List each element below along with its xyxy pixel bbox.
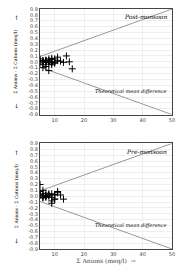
svg-text:20: 20 <box>81 251 87 257</box>
svg-text:↑: ↑ <box>14 14 19 21</box>
svg-text:0.5: 0.5 <box>30 164 38 170</box>
svg-text:0.9: 0.9 <box>30 6 38 12</box>
svg-text:Theoretical mean difference: Theoretical mean difference <box>95 88 167 95</box>
svg-text:↓: ↓ <box>14 102 19 109</box>
svg-text:0.1: 0.1 <box>30 53 38 59</box>
svg-text:-0.5: -0.5 <box>28 88 38 94</box>
svg-text:Σ Anions (meq/l) →: Σ Anions (meq/l) → <box>76 257 135 265</box>
svg-text:0.1: 0.1 <box>30 187 38 193</box>
svg-text:-0.7: -0.7 <box>28 234 38 240</box>
svg-text:0.9: 0.9 <box>30 140 38 146</box>
svg-text:-0.6: -0.6 <box>28 94 38 100</box>
svg-text:Post-monsoon: Post-monsoon <box>124 13 167 20</box>
svg-text:50: 50 <box>169 251 175 257</box>
svg-text:0.4: 0.4 <box>30 169 38 175</box>
svg-text:0.2: 0.2 <box>30 181 38 187</box>
svg-text:0.5: 0.5 <box>30 29 38 35</box>
svg-text:-0.5: -0.5 <box>28 222 38 228</box>
svg-text:10: 10 <box>51 251 57 257</box>
svg-text:-0.8: -0.8 <box>28 240 38 246</box>
svg-text:40: 40 <box>139 251 145 257</box>
svg-text:-0.2: -0.2 <box>28 205 38 211</box>
svg-text:-0.4: -0.4 <box>28 82 38 88</box>
svg-text:Σ Anions - Σ Cations (meq/l): Σ Anions - Σ Cations (meq/l) <box>14 164 19 228</box>
svg-text:↓: ↓ <box>14 237 19 244</box>
svg-text:0.0: 0.0 <box>30 193 38 199</box>
svg-text:-0.1: -0.1 <box>28 199 38 205</box>
svg-text:-0.9: -0.9 <box>28 246 38 252</box>
svg-text:0.6: 0.6 <box>30 158 38 164</box>
svg-text:0.8: 0.8 <box>30 12 38 18</box>
svg-text:50: 50 <box>169 117 175 123</box>
svg-text:0.3: 0.3 <box>30 175 38 181</box>
svg-text:0.8: 0.8 <box>30 146 38 152</box>
svg-text:-0.7: -0.7 <box>28 100 38 106</box>
svg-text:-0.9: -0.9 <box>28 111 38 117</box>
svg-text:-0.6: -0.6 <box>28 228 38 234</box>
svg-text:-0.3: -0.3 <box>28 76 38 82</box>
svg-text:0.7: 0.7 <box>30 17 38 23</box>
svg-text:0.4: 0.4 <box>30 35 38 41</box>
svg-text:-0.8: -0.8 <box>28 105 38 111</box>
svg-text:0.7: 0.7 <box>30 152 38 158</box>
svg-text:0.3: 0.3 <box>30 41 38 47</box>
svg-text:0.6: 0.6 <box>30 23 38 29</box>
svg-text:-0.3: -0.3 <box>28 211 38 217</box>
svg-text:Σ Anions - Σ Cations (meq/l): Σ Anions - Σ Cations (meq/l) <box>13 29 18 93</box>
svg-text:0.0: 0.0 <box>30 59 38 65</box>
svg-text:20: 20 <box>81 117 87 123</box>
svg-text:Pre-monsoon: Pre-monsoon <box>126 148 167 155</box>
svg-text:40: 40 <box>139 117 145 123</box>
svg-text:30: 30 <box>110 117 116 123</box>
svg-text:10: 10 <box>51 117 57 123</box>
svg-text:-0.1: -0.1 <box>28 64 38 70</box>
svg-text:0.2: 0.2 <box>30 47 38 53</box>
svg-text:-0.2: -0.2 <box>28 70 38 76</box>
svg-text:30: 30 <box>110 251 116 257</box>
svg-text:Theoretical mean difference: Theoretical mean difference <box>95 222 167 229</box>
svg-text:↑: ↑ <box>14 149 19 156</box>
svg-text:-0.4: -0.4 <box>28 216 38 222</box>
